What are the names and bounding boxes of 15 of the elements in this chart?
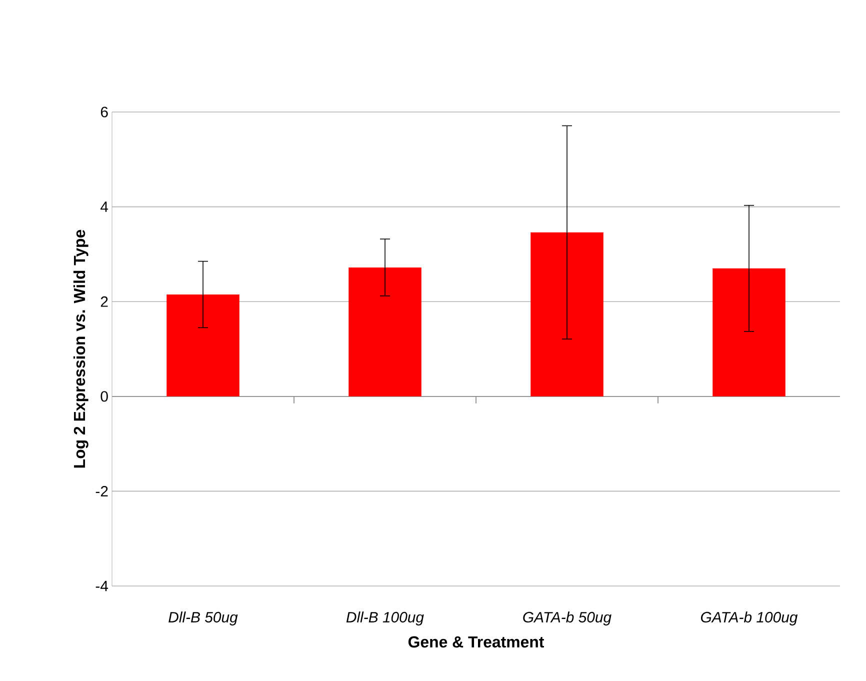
x-axis-title: Gene & Treatment	[408, 636, 544, 648]
y-tick-label: -4	[96, 580, 108, 592]
x-tick-label: Dll-B 50ug	[168, 612, 238, 626]
x-tick-label: Dll-B 100ug	[346, 612, 424, 626]
y-tick-label: -2	[96, 486, 108, 496]
y-tick-label: 4	[100, 202, 108, 212]
y-tick-label: 0	[100, 391, 108, 402]
y-tick-label: 2	[100, 296, 108, 307]
bar	[712, 268, 786, 396]
y-tick-label: 6	[100, 106, 108, 118]
x-tick-label: GATA-b 100ug	[701, 612, 798, 626]
y-axis-title: Log 2 Expression vs. Wild Type	[73, 230, 88, 468]
bar	[348, 267, 422, 396]
x-tick-label: GATA-b 50ug	[523, 612, 612, 626]
bar	[166, 294, 240, 396]
